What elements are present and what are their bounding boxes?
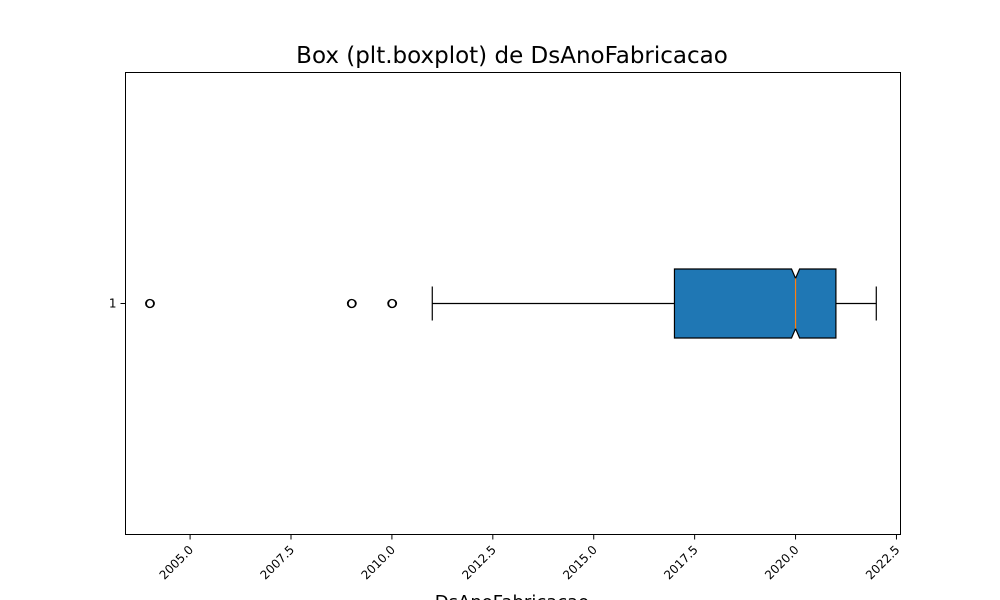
x-tick-label: 2010.0 <box>358 543 398 583</box>
x-axis-label: DsAnoFabricacao <box>435 592 589 600</box>
x-tick-label: 2015.0 <box>560 543 600 583</box>
y-tick-label: 1 <box>109 297 117 311</box>
x-tick-label: 2005.0 <box>157 543 197 583</box>
axis-ticks: 1 2005.0 2007.5 2010.0 2012.5 2015.0 2017.5 202… <box>109 297 903 583</box>
chart-marks <box>145 268 877 339</box>
x-tick-label: 2012.5 <box>459 543 499 583</box>
chart-title: Box (plt.boxplot) de DsAnoFabricacao <box>296 43 728 69</box>
x-tick-label: 2020.0 <box>762 543 802 583</box>
box-body <box>673 268 837 339</box>
x-tick-label: 2017.5 <box>661 543 701 583</box>
outlier-point-overlap <box>347 299 357 308</box>
x-tick-label: 2022.5 <box>863 543 903 583</box>
x-tick-label: 2007.5 <box>258 543 298 583</box>
outlier-point-overlap <box>146 299 155 308</box>
outlier-point <box>387 298 397 309</box>
outlier-point-overlap <box>388 299 398 308</box>
